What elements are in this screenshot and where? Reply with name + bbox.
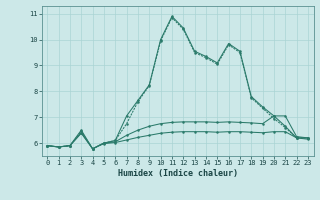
X-axis label: Humidex (Indice chaleur): Humidex (Indice chaleur): [118, 169, 237, 178]
